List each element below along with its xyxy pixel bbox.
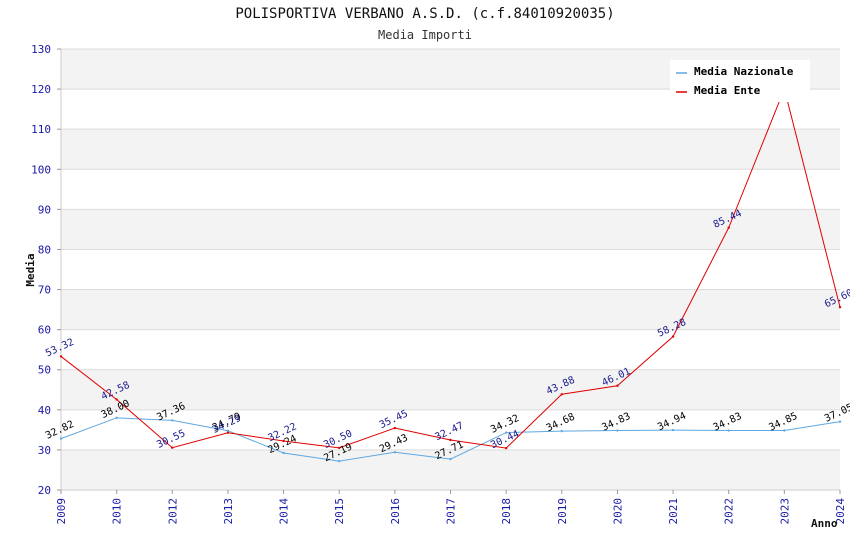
y-tick-label: 70 (38, 284, 51, 297)
chart-subtitle: Media Importi (378, 28, 472, 42)
data-point (727, 226, 730, 229)
data-point (838, 420, 842, 423)
legend-label-media-nazionale: Media Nazionale (694, 65, 794, 78)
x-tick-label: 2022 (723, 498, 736, 525)
y-tick-label: 40 (38, 404, 51, 417)
grid-band (61, 449, 840, 490)
data-point (838, 305, 842, 309)
y-axis-title: Media (24, 253, 37, 286)
data-point (171, 419, 174, 422)
y-tick-label: 80 (38, 243, 51, 256)
data-point (560, 429, 563, 433)
data-point (338, 459, 341, 463)
data-point (282, 451, 285, 455)
series-group (59, 87, 842, 463)
y-tick-label: 20 (38, 484, 51, 497)
x-tick-label: 2015 (333, 498, 346, 525)
grid-band (61, 129, 840, 170)
data-point (560, 393, 563, 396)
x-tick-label: 2010 (111, 498, 124, 525)
data-point (449, 438, 452, 442)
grid-band (61, 369, 840, 410)
data-point (226, 429, 230, 432)
y-tick-label: 30 (38, 444, 51, 457)
x-axis-title: Anno (811, 517, 838, 530)
legend-label-media-ente: Media Ente (694, 84, 761, 97)
x-tick-label: 2020 (611, 498, 624, 525)
data-point (115, 398, 118, 401)
data-point (671, 428, 675, 432)
y-tick-label: 120 (31, 83, 51, 96)
x-tick-label: 2012 (166, 498, 179, 525)
data-point (504, 431, 508, 434)
x-tick-label: 2009 (55, 498, 68, 525)
grid-band (61, 289, 840, 330)
y-tick-label: 110 (31, 123, 51, 136)
x-tick-label: 2023 (778, 498, 791, 525)
data-point (616, 384, 619, 387)
x-axis-ticks: 2009 2010 2012 2013 2014 2015 2016 2017 2018 2019… (55, 490, 847, 525)
data-point (59, 355, 63, 358)
x-tick-label: 2018 (500, 498, 513, 525)
legend: Media Nazionale Media Ente (670, 60, 810, 102)
data-point (282, 439, 285, 443)
data-point (226, 431, 230, 434)
chart-title: POLISPORTIVA VERBANO A.S.D. (c.f.8401092… (235, 6, 614, 22)
data-point (393, 426, 397, 430)
y-tick-label: 60 (38, 324, 51, 337)
y-tick-label: 100 (31, 163, 51, 176)
data-point (727, 429, 730, 432)
y-tick-label: 50 (38, 364, 51, 377)
x-tick-label: 2024 (834, 498, 847, 525)
x-tick-label: 2021 (667, 498, 680, 525)
y-tick-label: 90 (38, 203, 51, 216)
data-point (783, 429, 786, 432)
data-point (671, 335, 675, 338)
x-tick-label: 2014 (278, 498, 291, 525)
data-point (59, 437, 63, 440)
data-point (393, 450, 397, 454)
data-point (504, 446, 508, 450)
x-tick-label: 2016 (389, 498, 402, 525)
legend-box (670, 60, 810, 102)
y-axis-ticks: 20 30 40 50 60 70 80 90 100 110 120 130 (31, 43, 61, 497)
data-point (338, 446, 341, 450)
x-tick-label: 2013 (222, 498, 235, 525)
grid-band (61, 209, 840, 250)
data-point (171, 446, 174, 449)
x-tick-label: 2019 (556, 498, 569, 525)
data-point (449, 457, 452, 461)
data-point (616, 429, 619, 432)
data-point (115, 416, 118, 420)
y-tick-label: 130 (31, 43, 51, 56)
x-tick-label: 2017 (445, 498, 458, 525)
